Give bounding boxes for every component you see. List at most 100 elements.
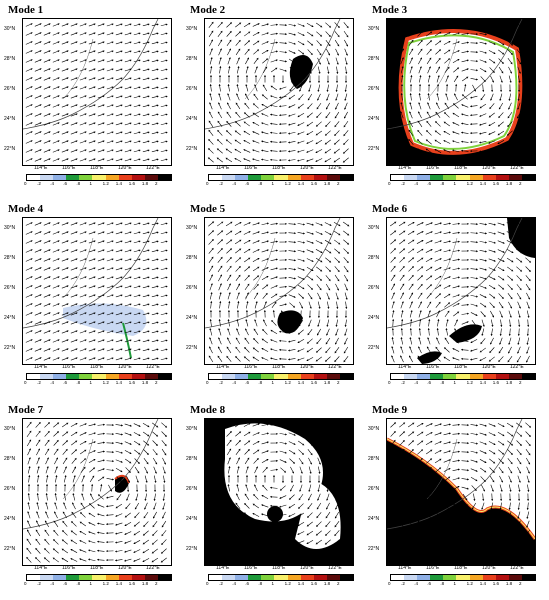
colorbar-tick-label: .2 (401, 181, 405, 186)
colorbar-swatch (144, 175, 158, 180)
wind-vectors (207, 421, 349, 563)
panel-title: Mode 9 (372, 404, 408, 416)
magnitude-fill (387, 19, 535, 165)
colorbar-tick-label: 1.8 (505, 581, 513, 586)
colorbar-tick-label: 1.2 (102, 581, 109, 586)
colorbar-tick-label: 1 (271, 181, 275, 186)
lon-tick-label: 122°E (328, 565, 342, 571)
lat-tick-label: 24°N (186, 116, 198, 122)
colorbar-tick-label: 1.2 (284, 581, 291, 586)
lon-tick-label: 118°E (454, 364, 468, 370)
mode-panel: Mode 4 30°N 28°N 26°N 24°N 22°N 114°E 116°E 118°… (4, 203, 174, 388)
colorbar-swatch (508, 575, 522, 580)
colorbar-tick-label: 1.6 (492, 380, 500, 385)
colorbar-tick-label: 1.6 (492, 581, 500, 586)
lon-tick-label: 116°E (426, 364, 440, 370)
lat-tick-label: 22°N (186, 546, 198, 552)
magnitude-patch (507, 218, 535, 258)
colorbar-tick-label: .2 (401, 581, 405, 586)
lon-tick-label: 122°E (146, 165, 160, 171)
colorbar-tick-label: 1.4 (115, 181, 122, 186)
map-frame (204, 217, 354, 365)
colorbar-swatch (287, 575, 301, 580)
colorbar-swatch (209, 374, 223, 379)
wind-map (205, 218, 350, 363)
gradient-edge (403, 34, 518, 150)
colorbar-swatch (313, 575, 327, 580)
colorbar (26, 373, 172, 380)
colorbar-swatch (53, 575, 67, 580)
colorbar-tick-label: 0 (24, 581, 27, 586)
colorbar-tick-label: 0 (206, 581, 209, 586)
colorbar-swatch (274, 374, 288, 379)
lat-tick-label: 28°N (186, 56, 198, 62)
colorbar-swatch (66, 575, 80, 580)
boundary-line (62, 237, 94, 299)
colorbar-swatch (144, 374, 158, 379)
colorbar-tick-label: .4 (414, 581, 418, 586)
colorbar-tick-label: 1 (453, 181, 457, 186)
lon-tick-label: 114°E (216, 165, 230, 171)
lat-tick-label: 24°N (368, 516, 380, 522)
lat-tick-label: 30°N (368, 26, 380, 32)
boundary-line (426, 438, 458, 500)
colorbar-tick-label: .6 (63, 181, 68, 186)
colorbar-swatch (105, 374, 119, 379)
lat-tick-label: 28°N (4, 456, 16, 462)
colorbar-swatch (417, 374, 431, 379)
colorbar-tick-label: .8 (76, 581, 81, 586)
lat-tick-label: 26°N (186, 486, 198, 492)
colorbar-swatch (235, 575, 249, 580)
colorbar (208, 373, 354, 380)
map-frame (22, 217, 172, 365)
colorbar-swatch (105, 575, 119, 580)
lon-tick-label: 114°E (216, 565, 230, 571)
colorbar-tick-label: .4 (50, 181, 54, 186)
map-frame (22, 418, 172, 566)
wind-vectors (207, 21, 349, 163)
colorbar-tick-label: 1 (271, 581, 275, 586)
lon-tick-label: 116°E (244, 364, 258, 370)
colorbar-swatch (521, 175, 536, 180)
colorbar-tick-label: .2 (401, 380, 405, 385)
colorbar (26, 174, 172, 181)
lat-tick-label: 26°N (368, 486, 380, 492)
boundary-line (62, 438, 94, 500)
lon-tick-label: 114°E (34, 165, 48, 171)
colorbar-swatch (261, 374, 275, 379)
lat-tick-label: 26°N (4, 486, 16, 492)
island-patch (267, 506, 283, 522)
colorbar-swatch (40, 374, 54, 379)
lon-tick-label: 120°E (118, 364, 132, 370)
colorbar-tick-label: 1.6 (128, 181, 136, 186)
colorbar-swatch (79, 374, 93, 379)
colorbar-tick-label: 1 (271, 380, 275, 385)
wind-map (205, 19, 349, 163)
lon-tick-label: 118°E (90, 364, 104, 370)
colorbar-swatch (105, 175, 119, 180)
lon-tick-label: 118°E (272, 565, 286, 571)
colorbar-swatch (495, 175, 509, 180)
colorbar-tick-label: 2 (337, 181, 340, 186)
colorbar-tick-label: 0 (206, 380, 209, 385)
lon-tick-label: 114°E (398, 364, 412, 370)
colorbar-tick-label: .4 (414, 380, 418, 385)
coastline (387, 419, 523, 530)
colorbar-swatch (339, 175, 354, 180)
colorbar-swatch (404, 374, 418, 379)
colorbar-swatch (222, 575, 236, 580)
colorbar-swatch (404, 175, 418, 180)
lat-tick-label: 24°N (4, 116, 16, 122)
lon-tick-label: 114°E (398, 565, 412, 571)
lat-tick-label: 28°N (368, 56, 380, 62)
colorbar-swatch (508, 374, 522, 379)
magnitude-line (122, 322, 132, 359)
colorbar-tick-label: .6 (245, 181, 250, 186)
magnitude-patch (277, 310, 303, 334)
lat-tick-label: 30°N (4, 225, 16, 231)
colorbar-tick-label: 1 (89, 181, 93, 186)
lon-tick-label: 120°E (482, 364, 496, 370)
lon-tick-label: 118°E (90, 565, 104, 571)
lon-tick-label: 118°E (454, 565, 468, 571)
colorbar-swatch (443, 374, 457, 379)
